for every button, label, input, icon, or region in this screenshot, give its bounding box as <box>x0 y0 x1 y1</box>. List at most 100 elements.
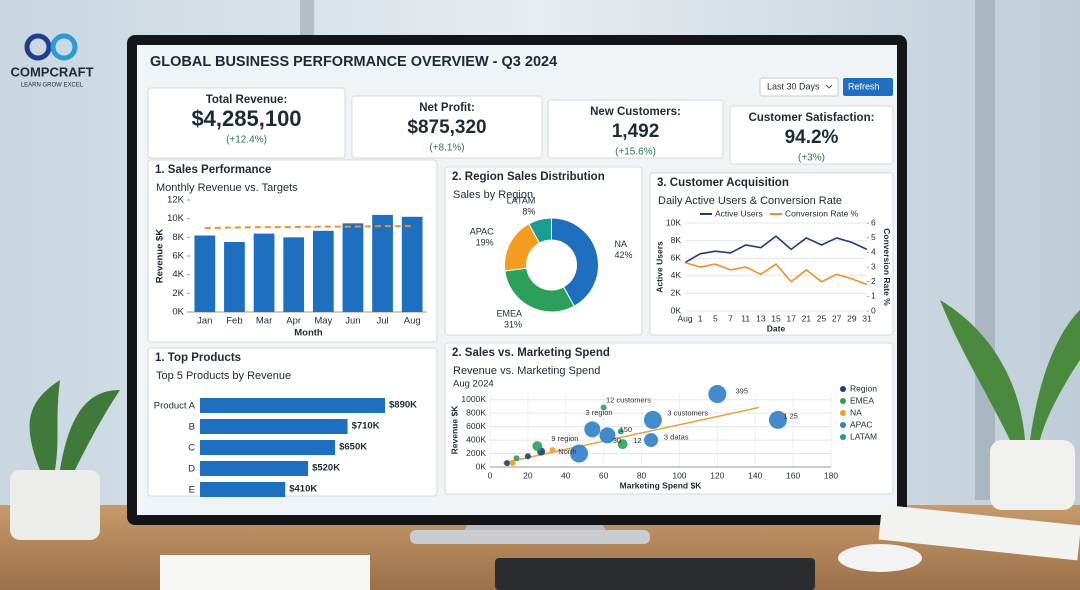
bar <box>200 482 286 497</box>
x-tick-label: Mar <box>256 316 272 327</box>
x-tick-label: 40 <box>561 470 571 480</box>
y2-tick-label: 5 <box>871 232 876 242</box>
bar <box>224 242 245 312</box>
logo: COMPCRAFT LEARN GROW EXCEL <box>10 33 94 89</box>
legend-swatch <box>840 434 846 440</box>
x-tick-label: 120 <box>710 470 724 480</box>
kpi-card <box>547 99 724 159</box>
kpi-value: 1,492 <box>612 121 660 142</box>
y-axis-label: Revenue $K <box>449 405 459 455</box>
y-tick-label: 10K <box>666 217 681 227</box>
scatter-point <box>768 410 787 429</box>
legend-swatch <box>840 386 846 392</box>
scatter-point <box>524 453 531 460</box>
legend-label: LATAM <box>850 431 877 441</box>
x-tick-label: 31 <box>862 313 872 323</box>
target-line <box>204 225 413 229</box>
kpi-change: (+3%) <box>798 153 825 164</box>
refresh-label: Refresh <box>848 81 880 91</box>
value-label: $890K <box>389 400 417 411</box>
dropdown-arrow <box>825 84 833 89</box>
y2-tick-label: 6 <box>871 217 876 227</box>
legend-swatch <box>840 422 846 428</box>
legend-label: EMEA <box>850 395 874 405</box>
y-tick-label: 2K <box>172 288 184 299</box>
x-tick-label: 5 <box>713 313 718 323</box>
scatter-point <box>708 385 727 404</box>
annotation: 3 customers <box>667 409 708 418</box>
slice-value: 42% <box>614 250 632 260</box>
x-tick-label: 15 <box>771 313 781 323</box>
x-tick-label: May <box>314 316 332 327</box>
panel <box>444 342 894 495</box>
scatter-point <box>549 447 556 454</box>
y-tick-label: 1000K <box>461 394 486 404</box>
scatter-point <box>584 421 601 438</box>
y2-tick-label: 0 <box>871 305 876 315</box>
scatter-point <box>617 428 624 435</box>
category-label: C <box>188 443 195 454</box>
bar <box>342 223 364 312</box>
scatter-point <box>617 439 628 450</box>
annotation: 3 region <box>585 408 612 417</box>
bar <box>401 216 423 312</box>
kpi-change: (+8.1%) <box>429 143 464 154</box>
mouse <box>838 544 922 572</box>
kpi-label: New Customers: <box>590 106 681 118</box>
notebook <box>160 555 370 590</box>
kpi-label: Net Profit: <box>419 102 475 114</box>
kpi-card <box>729 105 894 165</box>
scatter-point <box>599 427 616 444</box>
y-tick-label: 800K <box>466 407 486 417</box>
legend-label: Active Users <box>715 208 763 218</box>
y-tick-label: 6K <box>671 252 682 262</box>
kpi-value: $4,285,100 <box>191 106 301 131</box>
slice-value: 19% <box>476 238 494 248</box>
plant-right <box>940 300 1080 510</box>
panel-subtitle: Revenue vs. Marketing Spend <box>453 365 600 377</box>
category-label: E <box>189 485 195 496</box>
panel-subtitle: Monthly Revenue vs. Targets <box>156 182 298 194</box>
panel-title: 1. Top Products <box>155 352 241 364</box>
refresh-button[interactable]: Refresh <box>843 78 893 96</box>
x-tick-label: Apr <box>286 316 301 327</box>
annotation: 395 <box>736 387 749 396</box>
scatter-point <box>532 441 543 452</box>
period-label: Last 30 Days <box>767 81 820 91</box>
panel-note: Aug 2024 <box>453 379 494 390</box>
annotation: 3 datas <box>664 432 689 441</box>
pie-slice <box>504 267 575 313</box>
x-tick-label: 11 <box>741 313 750 323</box>
y-tick-label: 6K <box>172 251 184 262</box>
legend-label: APAC <box>850 419 873 429</box>
keyboard <box>495 558 815 590</box>
kpi-card <box>351 95 543 159</box>
period-select[interactable]: Last 30 Days <box>759 77 839 97</box>
x-axis-label: Date <box>767 323 786 333</box>
scatter-point <box>513 455 520 462</box>
scatter-point <box>570 444 589 463</box>
slice-name: APAC <box>470 227 494 237</box>
x-tick-label: Jul <box>376 316 388 327</box>
scatter-point <box>644 433 659 448</box>
brand-tagline: LEARN GROW EXCEL <box>21 83 84 89</box>
x-tick-label: 140 <box>748 470 762 480</box>
panel-title: 3. Customer Acquisition <box>657 177 789 189</box>
y2-axis-label: Conversion Rate % <box>882 228 892 306</box>
kpi-card <box>147 87 346 159</box>
bar <box>312 230 334 312</box>
dashboard-title: GLOBAL BUSINESS PERFORMANCE OVERVIEW - Q… <box>150 54 557 70</box>
scatter-point <box>643 410 662 429</box>
y-tick-label: 8K <box>172 232 184 243</box>
bar <box>372 214 393 312</box>
y2-tick-label: 2 <box>871 276 876 286</box>
x-tick-label: 180 <box>824 470 838 480</box>
panel-title: 2. Region Sales Distribution <box>452 171 605 183</box>
slice-name: LATAM <box>507 195 536 205</box>
bar <box>253 233 275 312</box>
kpi-change: (+15.6%) <box>615 147 656 158</box>
kpi-value: 94.2% <box>785 127 839 148</box>
y2-tick-label: 3 <box>871 261 876 271</box>
y-tick-label: 600K <box>466 421 486 431</box>
